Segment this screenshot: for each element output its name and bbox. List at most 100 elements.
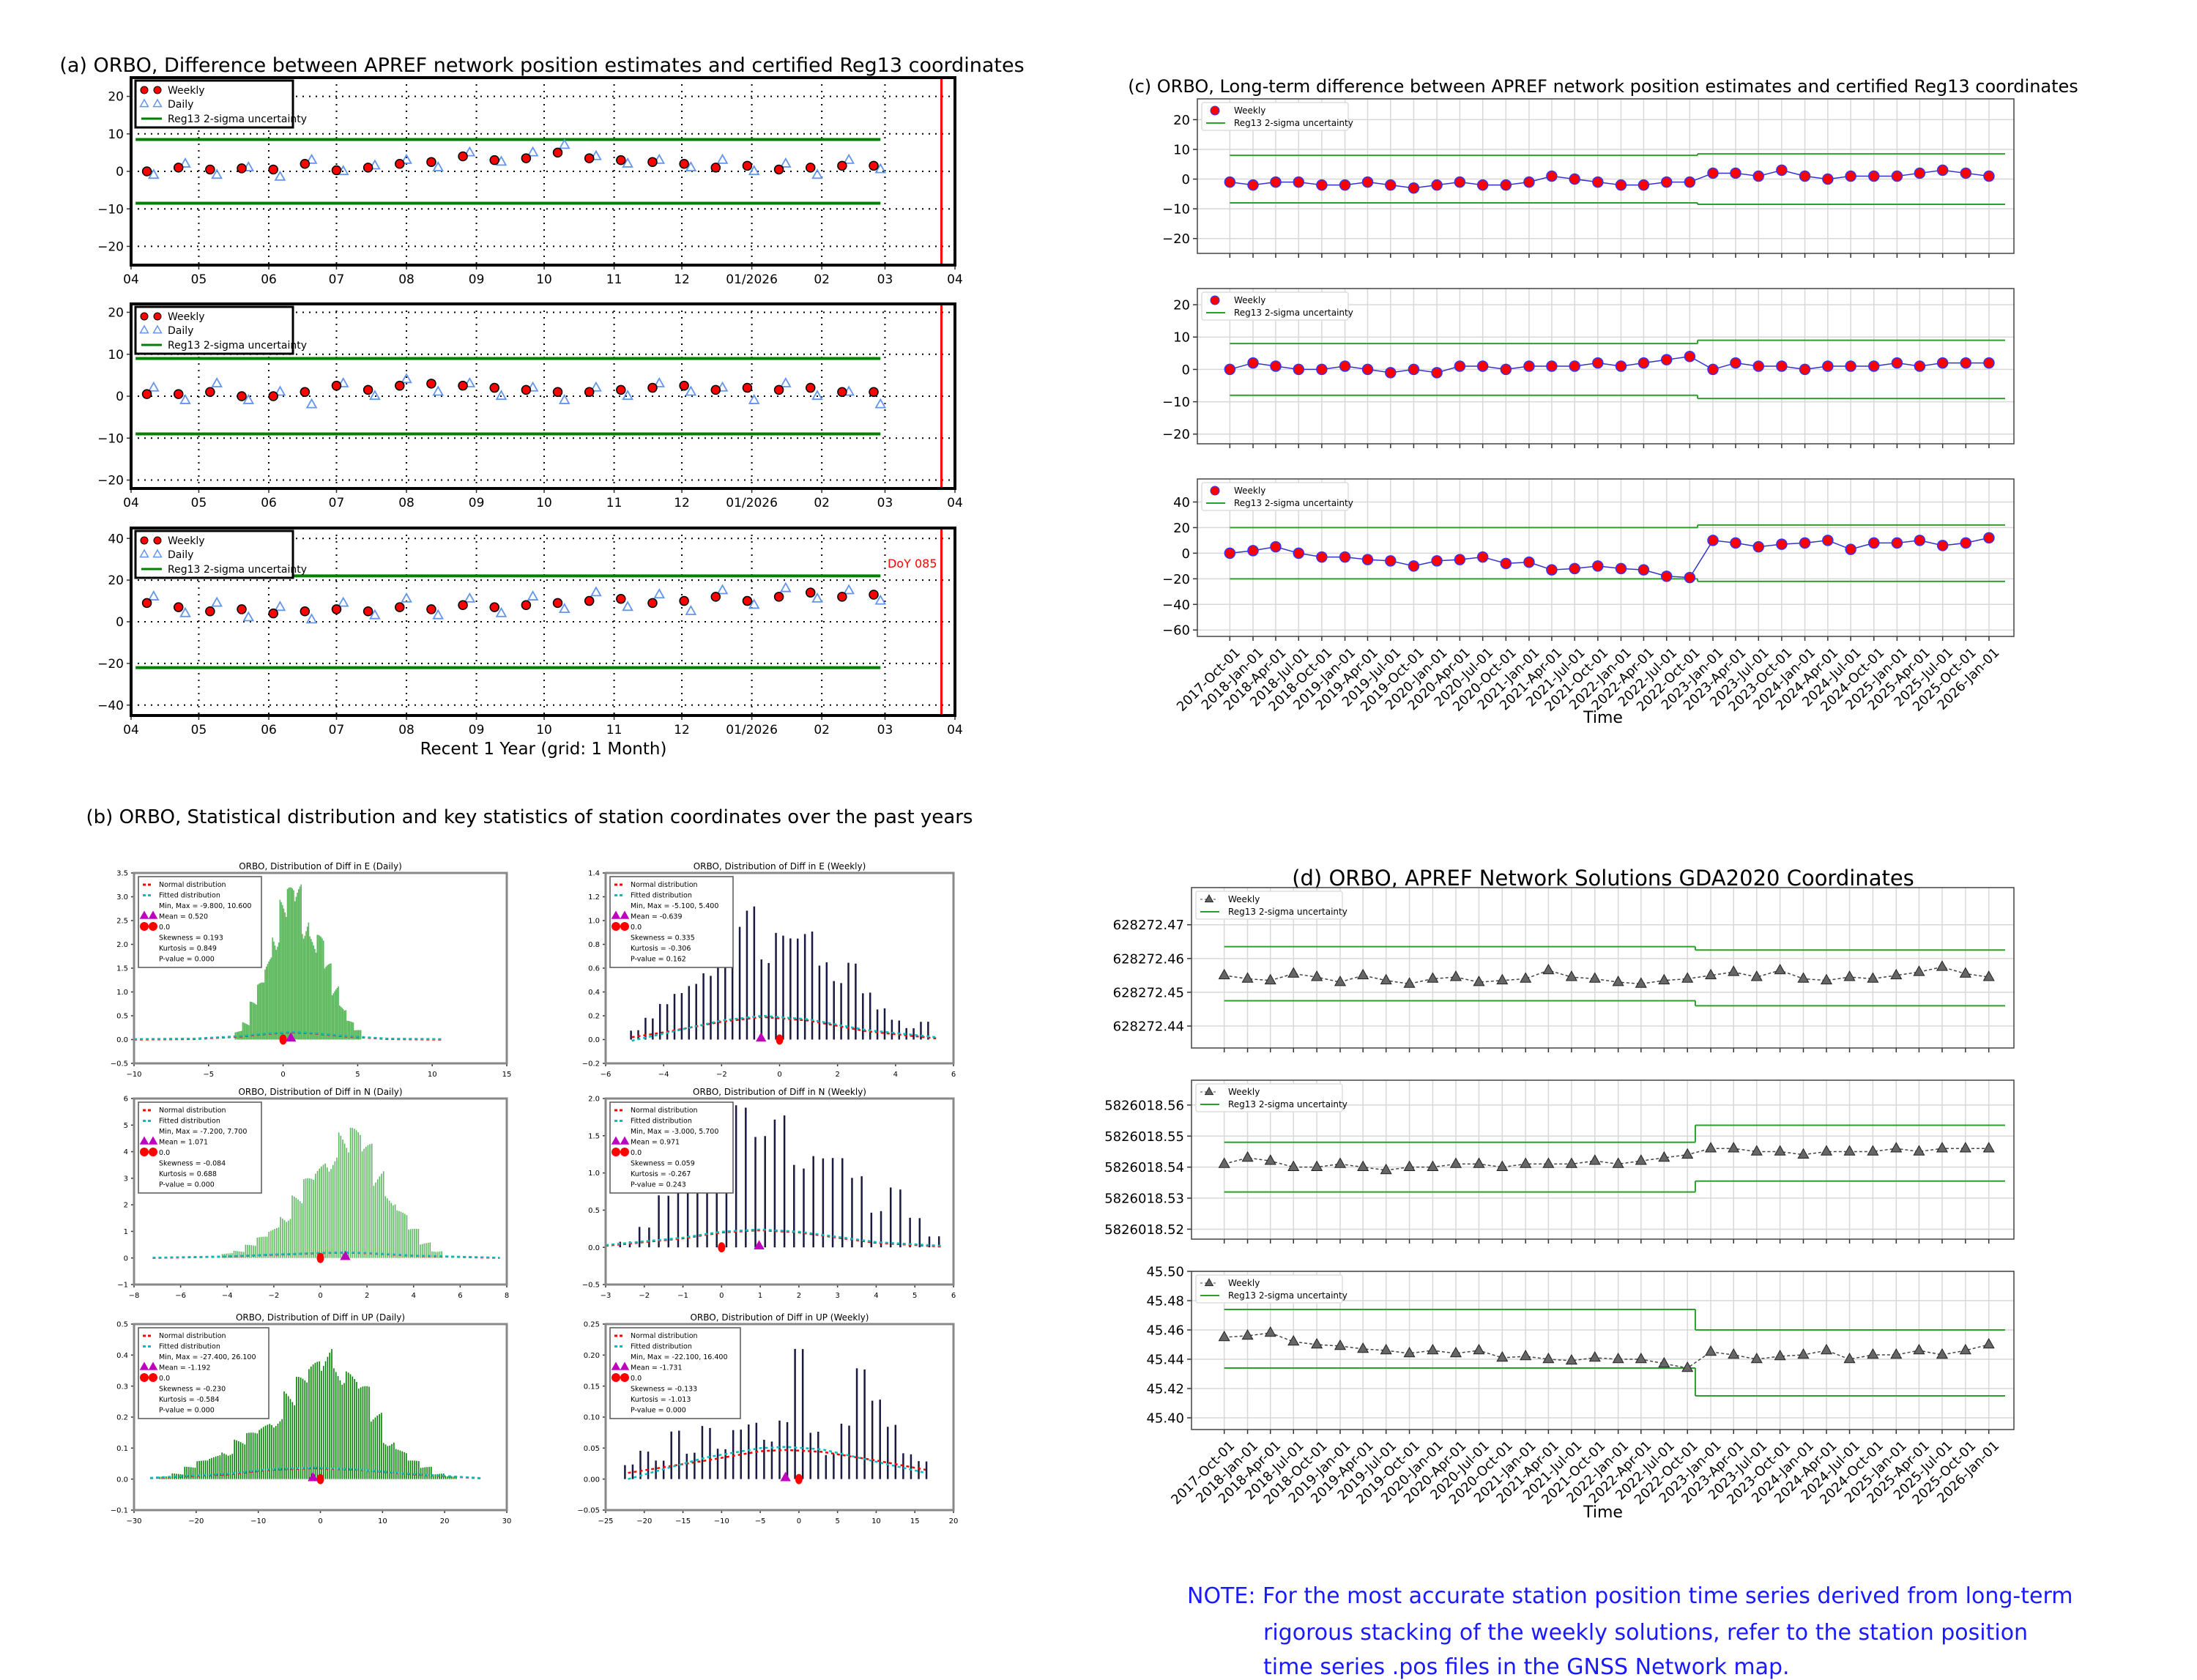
x-tick-label: 04	[123, 723, 139, 737]
legend-mean-marker	[611, 1361, 621, 1370]
daily-point	[147, 168, 160, 179]
stat-mean: Mean = 1.071	[159, 1139, 208, 1147]
weekly-point	[141, 389, 152, 399]
long-term-subplot: −20 −10 0 10 20 Weekly Reg13 2-sigma uncertain…	[1162, 98, 2015, 258]
y-tick-label: 10	[108, 127, 124, 142]
legend-uncertainty-label: Reg13 2-sigma uncertainty	[1228, 907, 1347, 917]
weekly-point	[1637, 357, 1650, 369]
weekly-point	[742, 160, 753, 171]
legend-mean-marker	[139, 1136, 149, 1145]
weekly-point	[1241, 972, 1254, 983]
y-tick-label: 0.8	[588, 941, 600, 949]
legend-fitted-label: Fitted distribution	[631, 1118, 692, 1126]
legend-box	[1201, 102, 1349, 131]
weekly-point	[1431, 367, 1443, 379]
y-tick-label: −1	[117, 1282, 128, 1290]
daily-point	[590, 381, 602, 392]
weekly-point	[1982, 970, 1995, 981]
daily-point	[305, 398, 318, 409]
weekly-point	[1612, 1157, 1624, 1168]
daily-point	[432, 161, 445, 171]
x-tick-label: 6	[458, 1292, 462, 1300]
weekly-point	[1569, 360, 1580, 372]
legend-mean-marker	[148, 1361, 158, 1370]
weekly-point	[1270, 540, 1282, 553]
y-tick-label: 2.0	[588, 1096, 600, 1104]
weekly-point	[647, 598, 658, 609]
legend-zero-marker	[149, 922, 157, 931]
legend-uncertainty-label: Reg13 2-sigma uncertainty	[168, 114, 307, 125]
weekly-point	[426, 157, 436, 167]
x-tick-label: 07	[329, 272, 345, 287]
legend: Normal distribution Fitted distribution Mi…	[138, 1101, 262, 1194]
daily-point	[179, 393, 191, 404]
legend-weekly-marker	[1204, 1086, 1214, 1096]
weekly-point	[1476, 551, 1489, 563]
daily-point	[653, 588, 666, 599]
weekly-point	[710, 384, 721, 395]
y-tick-label: 0.5	[116, 1013, 128, 1021]
x-tick-label: 0	[318, 1292, 322, 1300]
daily-point	[716, 584, 729, 595]
legend-mean-marker	[139, 1361, 149, 1370]
daily-point	[843, 153, 855, 164]
legend-zero-marker	[620, 922, 629, 931]
weekly-point	[1820, 1343, 1833, 1355]
plot-area	[1224, 339, 2005, 400]
daily-point	[779, 376, 792, 387]
weekly-point	[489, 382, 499, 393]
axes-frame	[1197, 478, 2015, 637]
plot-area	[135, 78, 943, 265]
weekly-point	[1380, 973, 1392, 985]
daily-point	[305, 613, 318, 624]
x-tick-label: 6	[951, 1292, 956, 1300]
y-tick-label: 2.0	[116, 941, 128, 949]
weekly-point	[1454, 554, 1466, 565]
x-tick-label: 0	[719, 1292, 724, 1300]
legend-weekly-marker	[140, 312, 149, 321]
y-tick-label: 0.0	[588, 1036, 600, 1044]
weekly-point	[1339, 360, 1351, 372]
gda2020-subplot: 2017-Oct-012018-Jan-012018-Apr-012018-Ju…	[1146, 1264, 2015, 1508]
daily-point	[590, 149, 602, 160]
weekly-point	[869, 160, 879, 171]
panel-a-subplot: 04 05 06 07 08 09 10 11 12 01/2026 02 03 04 −20 −10 0 10…	[97, 76, 963, 287]
x-tick-label: 11	[606, 723, 622, 737]
panel-d-xlabel: Time	[1583, 1504, 1623, 1522]
y-tick-label: −40	[97, 699, 124, 713]
y-tick-label: 3.0	[116, 893, 128, 902]
weekly-point	[1408, 363, 1420, 376]
daily-point	[622, 157, 633, 168]
weekly-point	[742, 595, 753, 606]
weekly-point	[679, 595, 689, 606]
weekly-point	[1615, 360, 1627, 372]
y-tick-label: 20	[108, 90, 124, 105]
legend: Normal distribution Fitted distribution Mi…	[138, 1327, 269, 1419]
histogram-plot: −10 −5 0 5 10 15 −0.5 0.0 0.5 1.0 1.5 2.0 2.5 3.0 3.5 O…	[111, 861, 512, 1079]
weekly-point	[1476, 360, 1489, 372]
y-tick-label: −0.2	[582, 1060, 600, 1068]
weekly-point	[805, 382, 816, 393]
weekly-point	[1361, 363, 1374, 376]
stat-skewness: Skewness = -0.230	[159, 1386, 226, 1394]
legend-uncertainty-label: Reg13 2-sigma uncertainty	[168, 564, 307, 576]
histogram-title: ORBO, Distribution of Diff in E (Weekly)	[694, 861, 866, 871]
legend-weekly-marker	[1210, 105, 1220, 116]
stat-min-max: Min, Max = -22.100, 16.400	[631, 1353, 728, 1361]
x-tick-label: −10	[126, 1071, 141, 1079]
weekly-point	[1592, 560, 1604, 572]
weekly-point	[1546, 170, 1558, 182]
y-tick-label: 20	[108, 306, 124, 321]
y-tick-label: 45.50	[1146, 1264, 1184, 1279]
panel-a-title: (a) ORBO, Difference between APREF netwo…	[59, 54, 1024, 77]
x-tick-label: 10	[871, 1517, 881, 1525]
weekly-point	[1867, 972, 1879, 983]
x-tick-label: 01/2026	[726, 496, 778, 510]
legend-uncertainty-label: Reg13 2-sigma uncertainty	[1228, 1099, 1347, 1110]
y-tick-label: 3.5	[116, 870, 128, 878]
weekly-point	[268, 608, 278, 619]
weekly-point	[1500, 363, 1512, 376]
weekly-point	[1454, 176, 1466, 188]
weekly-point	[1658, 1356, 1670, 1368]
x-tick-label: 11	[606, 496, 622, 510]
